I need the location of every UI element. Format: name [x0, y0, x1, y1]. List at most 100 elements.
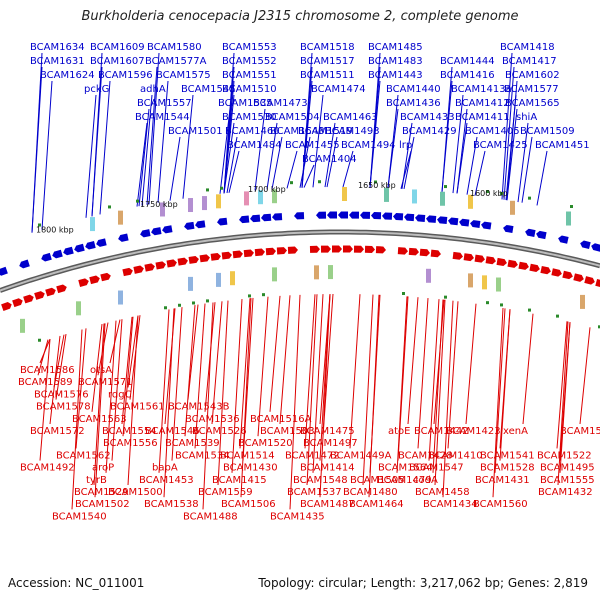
reverse-gene-arrow	[45, 287, 56, 297]
bottom-leader-line	[432, 299, 444, 473]
top-leader-line	[223, 122, 235, 194]
cog-block	[20, 318, 25, 333]
bottom-gene-label: BCAM1480	[343, 487, 398, 498]
forward-gene-arrow	[437, 216, 448, 225]
scale-tick-label: 1800 kbp	[36, 225, 74, 234]
top-leader-line	[271, 136, 283, 190]
top-gene-label: BCAM1413a	[451, 84, 512, 95]
rna-marker	[290, 181, 293, 185]
rna-marker	[108, 205, 111, 209]
bottom-leader-line	[269, 295, 281, 412]
forward-gene-arrow	[316, 211, 327, 219]
forward-gene-arrow	[162, 225, 173, 234]
cog-block	[76, 301, 81, 316]
bottom-gene-label: BCAM1487	[300, 499, 355, 510]
cog-block	[216, 194, 221, 209]
bottom-gene-label: bapA	[152, 463, 178, 474]
bottom-gene-label: BCAM1442	[414, 426, 469, 437]
forward-gene-arrow	[140, 229, 151, 238]
bottom-gene-label: BCAM1563	[72, 414, 127, 425]
bottom-leader-line	[53, 334, 65, 388]
reverse-gene-arrow	[463, 253, 474, 262]
top-gene-label: BCAM1455	[285, 140, 340, 151]
bottom-gene-label: BCAM1492	[20, 463, 75, 474]
bottom-leader-line	[97, 322, 109, 376]
top-gene-label: BCAM1575	[156, 70, 211, 81]
top-gene-label: BCAM1404	[302, 154, 357, 165]
bottom-gene-label: BCAM1522	[537, 450, 592, 461]
forward-gene-arrow	[250, 214, 261, 223]
reverse-gene-arrow	[199, 254, 210, 263]
bottom-leader-line	[122, 316, 134, 437]
top-gene-label: BCAM1580	[147, 42, 202, 53]
bottom-gene-label: aroP	[92, 463, 114, 474]
bottom-leader-line	[211, 301, 223, 425]
reverse-gene-arrow	[474, 254, 485, 263]
cog-block	[244, 191, 249, 206]
top-leader-line	[223, 94, 235, 194]
bottom-gene-label: BCAM1464	[349, 499, 404, 510]
bottom-leader-line	[447, 301, 459, 449]
top-gene-label: BCAM1444	[440, 56, 495, 67]
top-leader-line	[312, 94, 324, 188]
reverse-gene-arrow	[419, 248, 430, 257]
cog-block	[202, 196, 207, 211]
rna-marker	[500, 303, 503, 307]
cog-block	[468, 194, 473, 209]
top-gene-labels: BCAM1634 BCAM1609 BCAM1580 BCAM1553 BCAM1518…	[30, 42, 590, 165]
bottom-leader-line	[319, 294, 331, 498]
bottom-gene-label: BCAM1458	[415, 487, 470, 498]
top-gene-label: BCAM1511	[300, 70, 355, 81]
rna-marker	[206, 299, 209, 303]
rna-marker	[402, 292, 405, 296]
bottom-gene-label: tyrB	[86, 475, 107, 486]
bottom-leader-line	[465, 303, 477, 425]
cog-block	[90, 217, 95, 232]
top-gene-label: BCAM1551	[222, 70, 277, 81]
bottom-gene-label: BCAM1502	[75, 499, 130, 510]
top-leader-line	[403, 136, 415, 190]
forward-gene-arrow	[184, 221, 195, 230]
bottom-gene-label: BCAM1537	[287, 487, 342, 498]
bottom-gene-label: BCAM1538	[144, 499, 199, 510]
top-leader-line	[517, 122, 529, 203]
top-gene-label: BCAM1552	[222, 56, 277, 67]
cog-block	[468, 273, 473, 288]
bottom-gene-label: BCAM1432	[538, 487, 593, 498]
forward-gene-arrow	[85, 241, 96, 250]
rna-marker	[374, 180, 377, 184]
bottom-gene-label: BCAM1539	[165, 438, 220, 449]
forward-gene-arrow	[481, 221, 492, 230]
reverse-gene-arrow	[584, 276, 595, 285]
bottom-leader-line	[55, 334, 67, 400]
reverse-gene-arrow	[595, 278, 600, 288]
bottom-gene-label: BCAM1579	[560, 426, 600, 437]
reverse-gene-arrow	[56, 284, 67, 294]
top-leader-line	[369, 80, 381, 188]
top-gene-label: BCAM1553	[222, 42, 277, 53]
rna-marker	[486, 190, 489, 194]
top-leader-line	[286, 150, 298, 189]
bottom-leader-line	[184, 305, 196, 437]
bottom-gene-label: BCAM1556	[103, 438, 158, 449]
bottom-gene-label: BCAM1528	[480, 463, 535, 474]
reverse-gene-arrow	[485, 256, 496, 265]
bottom-gene-label: BCAM1414	[300, 463, 355, 474]
reverse-gene-arrow	[430, 249, 441, 258]
top-gene-label: BCAM1565	[505, 98, 560, 109]
reverse-gene-arrow	[34, 291, 45, 300]
top-gene-label: BCAM1545	[181, 84, 236, 95]
cog-block	[328, 265, 333, 280]
forward-gene-arrow	[503, 224, 514, 233]
top-gene-label: BCAM1451	[535, 140, 590, 151]
bottom-gene-label: BCAM1415	[212, 475, 267, 486]
top-gene-label: BCAM1433	[400, 112, 455, 123]
bottom-gene-label: BCAM1554	[102, 426, 157, 437]
top-gene-label: BCAM1607	[90, 56, 145, 67]
top-gene-label: BCAM1602	[505, 70, 560, 81]
bottom-gene-label: BCAM1434	[423, 499, 478, 510]
reverse-gene-arrow	[221, 251, 232, 260]
bottom-gene-label: BCAM1555	[540, 475, 595, 486]
rna-marker	[136, 199, 139, 203]
